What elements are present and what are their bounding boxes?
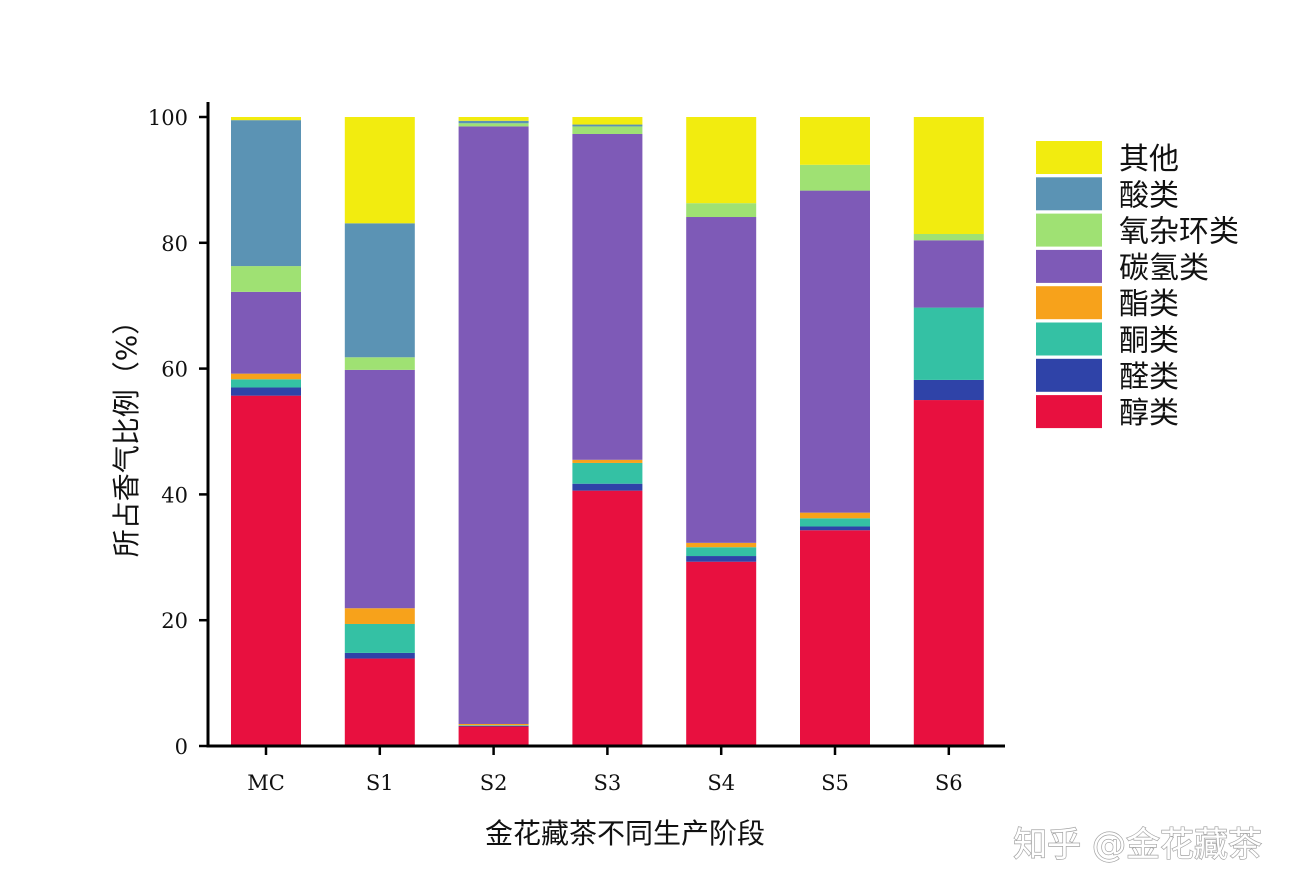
legend-label-4: 酯类 (1119, 287, 1179, 322)
bar-segment-S4-4 (686, 217, 757, 543)
bar-segment-S1-5 (344, 357, 415, 370)
bar-segment-S1-1 (344, 652, 415, 659)
legend-label-2: 氧杂环类 (1119, 215, 1239, 250)
legend-swatch-6 (1036, 358, 1102, 392)
legend-swatch-3 (1036, 249, 1102, 283)
legend-swatch-0 (1036, 141, 1102, 174)
legend-label-1: 酸类 (1119, 178, 1179, 213)
bar-segment-S5-1 (800, 526, 870, 531)
bar-segment-S2-0 (458, 726, 529, 746)
x-tick-label-S3: S3 (594, 771, 622, 795)
bar-segment-S3-5 (572, 126, 643, 134)
y-tick-label: 20 (161, 609, 188, 633)
bar-segment-S2-2 (458, 725, 529, 726)
bar-segment-S4-3 (686, 542, 757, 548)
legend-swatch-5 (1036, 322, 1102, 356)
y-tick-label: 60 (161, 358, 188, 382)
bar-segment-MC-1 (231, 387, 301, 396)
bars-group (231, 117, 984, 746)
bar-segment-S1-7 (344, 117, 415, 224)
bar-segment-S5-5 (800, 164, 870, 191)
bar-segment-S5-0 (800, 530, 870, 746)
bar-segment-S4-7 (686, 117, 757, 204)
bar-segment-S3-4 (572, 133, 643, 460)
x-ticks-group: MC S1 S2 S3 S4 S5 S6 (247, 746, 963, 795)
legend-label-7: 醇类 (1119, 396, 1179, 431)
bar-segment-S2-4 (458, 126, 529, 724)
bar-segment-S5-4 (800, 190, 870, 513)
bar-segment-MC-5 (231, 266, 301, 292)
bar-segment-S1-4 (344, 369, 415, 609)
bar-segment-S3-2 (572, 462, 643, 484)
y-tick-label: 0 (175, 735, 188, 759)
x-tick-label-S2: S2 (480, 771, 508, 795)
x-tick-label-S5: S5 (821, 771, 849, 795)
bar-segment-S1-0 (344, 658, 415, 746)
bar-segment-S6-1 (913, 379, 984, 401)
bar-segment-S4-5 (686, 203, 757, 218)
bar-segment-S3-0 (572, 490, 643, 746)
legend-label-3: 碳氢类 (1119, 251, 1209, 286)
bar-segment-S5-3 (800, 512, 870, 519)
bar-segment-S2-1 (458, 725, 529, 727)
bar-segment-S3-7 (572, 117, 643, 125)
x-tick-label-MC: MC (247, 771, 285, 795)
bar-segment-S3-3 (572, 459, 643, 463)
y-ticks-group: 0 20 40 60 80 100 (148, 106, 208, 759)
watermark-text: 知乎 @金花藏茶 (1013, 825, 1262, 865)
legend-swatch-1 (1036, 177, 1102, 211)
bar-segment-S1-2 (344, 623, 415, 653)
bar-segment-S1-6 (344, 223, 415, 358)
bar-segment-S1-3 (344, 608, 415, 624)
x-tick-label-S4: S4 (707, 771, 735, 795)
bar-segment-S6-4 (913, 240, 984, 308)
bar-segment-S6-5 (913, 233, 984, 241)
bar-segment-S5-2 (800, 518, 870, 527)
bar-segment-S6-7 (913, 117, 984, 234)
axes-group (206, 102, 1005, 748)
legend-label-5: 酮类 (1119, 324, 1179, 359)
legend-swatch-4 (1036, 286, 1102, 320)
bar-segment-S2-3 (458, 723, 529, 726)
legend-label-0: 其他 (1119, 142, 1179, 177)
y-tick-label: 80 (161, 232, 188, 256)
bar-segment-MC-7 (231, 117, 301, 121)
bar-segment-MC-6 (231, 120, 301, 267)
bar-segment-S4-2 (686, 547, 757, 557)
legend-swatch-7 (1036, 395, 1102, 429)
bar-segment-S3-1 (572, 483, 643, 491)
bar-segment-S4-1 (686, 556, 757, 562)
y-axis-title: 所占香气比例（%） (110, 307, 143, 558)
x-tick-label-S6: S6 (935, 771, 963, 795)
bar-segment-MC-0 (231, 395, 301, 746)
legend-swatch-2 (1036, 213, 1102, 247)
bar-segment-MC-4 (231, 291, 301, 374)
y-tick-label: 40 (161, 483, 188, 507)
legend-label-6: 醛类 (1119, 360, 1179, 395)
x-tick-label-S1: S1 (366, 771, 394, 795)
bar-segment-S2-7 (458, 117, 529, 121)
bar-segment-MC-2 (231, 379, 301, 388)
bar-segment-S3-6 (572, 124, 643, 127)
y-tick-label: 100 (148, 106, 188, 130)
bar-segment-S2-5 (458, 123, 529, 127)
bar-segment-S2-6 (458, 120, 529, 124)
bar-segment-S6-0 (913, 400, 984, 746)
x-axis-title: 金花藏茶不同生产阶段 (485, 817, 765, 850)
bar-segment-S5-7 (800, 117, 870, 165)
bar-segment-S6-2 (913, 307, 984, 380)
bar-segment-MC-3 (231, 373, 301, 380)
bar-segment-S4-0 (686, 561, 757, 746)
